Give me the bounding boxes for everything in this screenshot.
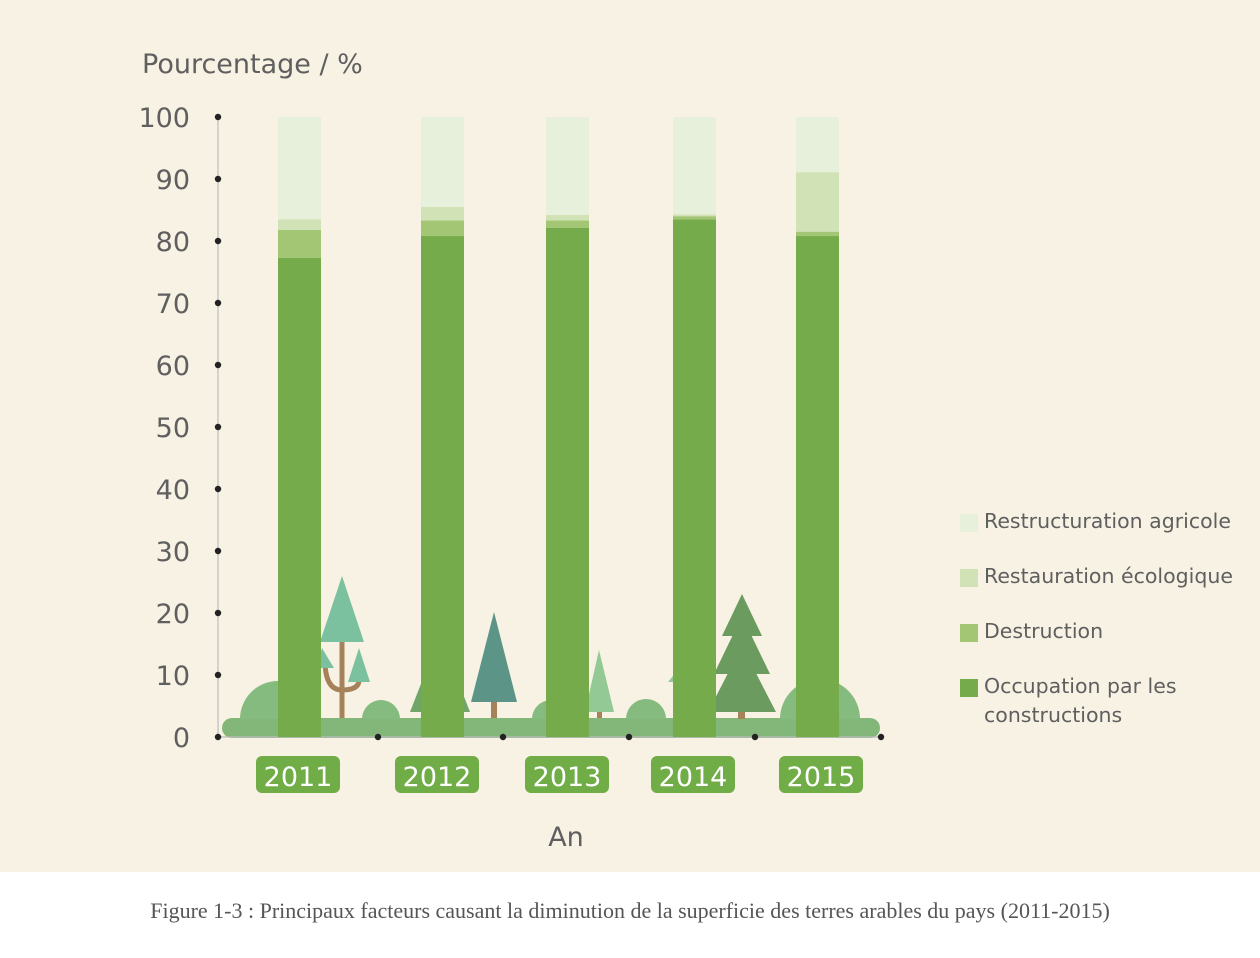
legend-item: Restauration écologique bbox=[960, 564, 1260, 591]
y-tick-label: 30 bbox=[156, 537, 190, 568]
legend: Restructuration agricole Restauration éco… bbox=[960, 509, 1260, 730]
bar-segment-2012-s3 bbox=[421, 117, 464, 207]
x-tick-badge bbox=[256, 756, 340, 793]
y-tick-label: 90 bbox=[156, 165, 190, 196]
x-tick-dot bbox=[877, 733, 885, 741]
legend-label: Restructuration agricole bbox=[984, 509, 1231, 533]
bar-segment-2012-s0 bbox=[421, 236, 464, 738]
bar-segment-2014-s2 bbox=[673, 214, 716, 217]
bar-segment-2012-s1 bbox=[421, 220, 464, 237]
bar-segment-2012-s2 bbox=[421, 206, 464, 221]
x-axis: 2011 2012 2013 2014 2015 bbox=[256, 756, 863, 793]
y-axis-label: Pourcentage / % bbox=[142, 49, 363, 80]
y-tick-label: 20 bbox=[156, 599, 190, 630]
y-tick-label: 10 bbox=[156, 661, 190, 692]
y-tick-dot bbox=[214, 299, 222, 307]
x-tick-badge bbox=[779, 756, 863, 793]
legend-label: Destruction bbox=[984, 619, 1104, 643]
bush-icon bbox=[362, 700, 400, 719]
x-axis-label: An bbox=[548, 822, 584, 853]
x-tick-dot bbox=[751, 733, 759, 741]
legend-swatch bbox=[960, 569, 978, 587]
x-tick-badge bbox=[525, 756, 609, 793]
bar-segment-2015-s2 bbox=[796, 172, 839, 232]
bar-segment-2013-s0 bbox=[546, 227, 589, 738]
y-tick-dot bbox=[214, 237, 222, 245]
bar-segment-2014-s0 bbox=[673, 219, 716, 738]
y-tick-label: 100 bbox=[138, 103, 190, 134]
legend-swatch bbox=[960, 679, 978, 697]
x-tick-label: 2011 bbox=[264, 762, 333, 793]
legend-item: Restructuration agricole bbox=[960, 509, 1260, 536]
legend-item: Occupation par les constructions bbox=[960, 674, 1260, 730]
bar-segment-2015-s3 bbox=[796, 117, 839, 173]
bar-segment-2011-s1 bbox=[278, 229, 321, 258]
bars bbox=[278, 117, 839, 738]
pine-tree-icon bbox=[471, 612, 517, 718]
y-tick-dot bbox=[214, 485, 222, 493]
tree-icon bbox=[585, 650, 614, 718]
y-tick-dot bbox=[214, 609, 222, 617]
chart-panel: 0 10 20 30 40 50 60 70 80 90 100 2011 2012 2013 2014 2… bbox=[0, 0, 1260, 872]
bar-segment-2013-s1 bbox=[546, 220, 589, 228]
figure-caption: Figure 1-3 : Principaux facteurs causant… bbox=[150, 898, 1110, 923]
y-tick-dot bbox=[214, 175, 222, 183]
x-tick-dot bbox=[625, 733, 633, 741]
bar-segment-2011-s2 bbox=[278, 219, 321, 230]
x-tick-dot bbox=[499, 733, 507, 741]
y-tick-label: 70 bbox=[156, 289, 190, 320]
x-tick-badge bbox=[395, 756, 479, 793]
x-tick-label: 2014 bbox=[659, 762, 728, 793]
legend-label: Restauration écologique bbox=[984, 564, 1233, 588]
x-tick-dot bbox=[374, 733, 382, 741]
bar-segment-2014-s1 bbox=[673, 216, 716, 220]
x-tick-badge bbox=[651, 756, 735, 793]
bar-segment-2013-s3 bbox=[546, 117, 589, 215]
bar-segment-2015-s1 bbox=[796, 231, 839, 237]
bar-segment-2011-s3 bbox=[278, 117, 321, 220]
y-axis: 0 10 20 30 40 50 60 70 80 90 100 bbox=[138, 103, 885, 754]
y-tick-label: 50 bbox=[156, 413, 190, 444]
bar-segment-2015-s0 bbox=[796, 236, 839, 738]
bar-segment-2013-s2 bbox=[546, 214, 589, 221]
x-tick-label: 2012 bbox=[403, 762, 472, 793]
y-tick-dot bbox=[214, 113, 222, 121]
y-tick-label: 0 bbox=[173, 723, 190, 754]
tree-icon bbox=[316, 576, 370, 718]
y-tick-label: 80 bbox=[156, 227, 190, 258]
y-tick-label: 40 bbox=[156, 475, 190, 506]
y-tick-dot bbox=[214, 733, 222, 741]
bush-icon bbox=[626, 699, 666, 719]
x-tick-label: 2015 bbox=[787, 762, 856, 793]
y-tick-dot bbox=[214, 423, 222, 431]
y-tick-dot bbox=[214, 671, 222, 679]
bar-segment-2014-s3 bbox=[673, 117, 716, 215]
legend-label: Occupation par les constructions bbox=[984, 674, 1177, 727]
legend-swatch bbox=[960, 624, 978, 642]
y-tick-dot bbox=[214, 361, 222, 369]
legend-swatch bbox=[960, 514, 978, 532]
legend-item: Destruction bbox=[960, 619, 1260, 646]
y-tick-label: 60 bbox=[156, 351, 190, 382]
bar-segment-2011-s0 bbox=[278, 257, 321, 737]
x-tick-label: 2013 bbox=[533, 762, 602, 793]
y-tick-dot bbox=[214, 547, 222, 555]
fir-tree-icon bbox=[708, 594, 776, 719]
